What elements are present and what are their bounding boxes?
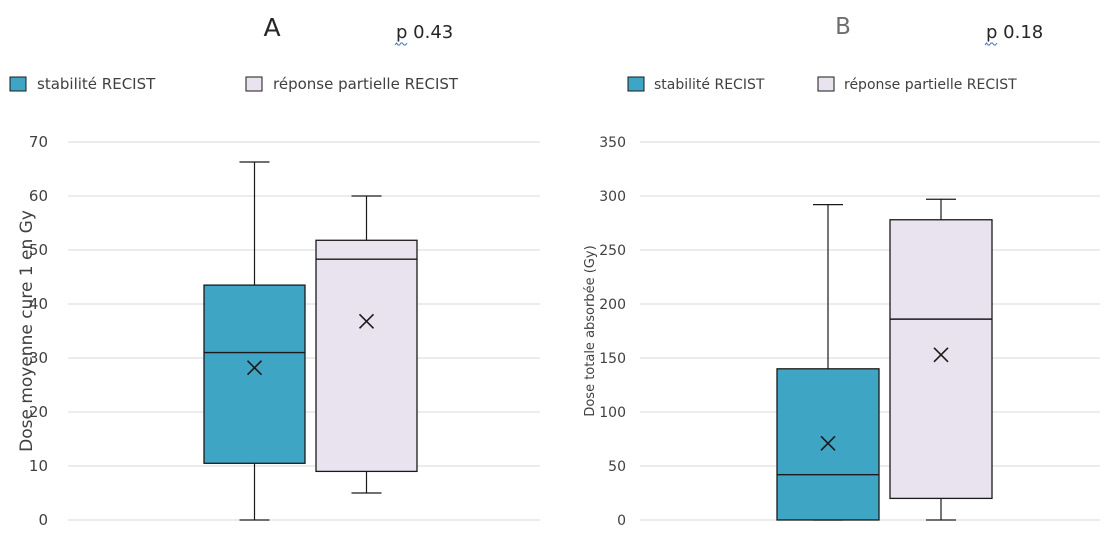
panel-b-series-1-mean-marker — [820, 435, 836, 451]
panel-b-series-2-mean-marker — [933, 347, 949, 363]
panel-a-series-2-mean-marker — [358, 313, 375, 329]
panel-a-ytick-60: 60 — [29, 187, 48, 205]
panel-a-legend-label-2: réponse partielle RECIST — [273, 75, 459, 93]
panel-b-ytick-0: 0 — [617, 513, 626, 528]
panel-a-legend-label-1: stabilité RECIST — [37, 75, 156, 93]
panel-b-ylabel: Dose totale absorbée (Gy) — [583, 245, 598, 416]
panel-a-ytick-50: 50 — [29, 241, 48, 259]
panel-a-series-1-box — [203, 284, 306, 464]
panel-b-series-2-box — [889, 219, 993, 500]
panel-a-ytick-10: 10 — [29, 457, 48, 475]
panel-b-ytick-350: 350 — [599, 135, 626, 151]
panel-a-ytick-40: 40 — [29, 295, 48, 313]
panel-a-ytick-70: 70 — [29, 133, 48, 151]
panel-a-ytick-20: 20 — [29, 403, 48, 421]
panel-a-legend-swatch-1 — [9, 76, 27, 92]
panel-a-series-2-box — [315, 239, 418, 473]
panel-b-legend-label-2: réponse partielle RECIST — [844, 77, 1017, 93]
panel-b-legend-label-1: stabilité RECIST — [654, 77, 765, 93]
panel-b-ytick-100: 100 — [599, 405, 626, 421]
panel-b-series-2-mean-stroke-2 — [933, 347, 949, 363]
panel-b-series-1-mean-stroke-2 — [820, 435, 836, 451]
panel-a-series-1-mean-marker — [246, 360, 263, 376]
panel-b-ytick-200: 200 — [599, 297, 626, 313]
panel-b-ytick-50: 50 — [608, 459, 626, 475]
panel-b-ytick-250: 250 — [599, 243, 626, 259]
panel-a-series-2-mean-stroke-2 — [358, 313, 375, 329]
panel-a-pvalue-underline — [394, 42, 408, 46]
panel-b-ytick-150: 150 — [599, 351, 626, 367]
panel-b-title: B — [835, 14, 851, 40]
panel-b-legend-swatch-2 — [817, 76, 835, 92]
panel-a-title: A — [263, 13, 280, 42]
panel-b-legend-swatch-1 — [627, 76, 645, 92]
panel-b-ytick-300: 300 — [599, 189, 626, 205]
panel-b-pvalue: p 0.18 — [986, 22, 1043, 43]
panel-a-ytick-0: 0 — [38, 511, 48, 528]
panel-a-series-1-mean-stroke-2 — [246, 360, 263, 376]
panel-a-legend-swatch-2 — [245, 76, 263, 92]
panel-a-pvalue: p 0.43 — [396, 22, 453, 43]
panel-a-ylabel: Dose moyenne cure 1 en Gy — [17, 210, 37, 452]
panel-a-ytick-30: 30 — [29, 349, 48, 367]
panel-b-pvalue-underline — [984, 42, 998, 46]
